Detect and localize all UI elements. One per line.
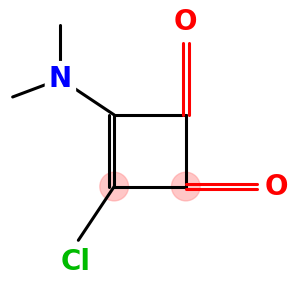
Text: Cl: Cl [60,248,90,276]
Circle shape [172,172,200,201]
Text: N: N [49,65,72,93]
Circle shape [100,172,128,201]
Text: O: O [265,172,288,200]
Text: O: O [174,8,198,36]
